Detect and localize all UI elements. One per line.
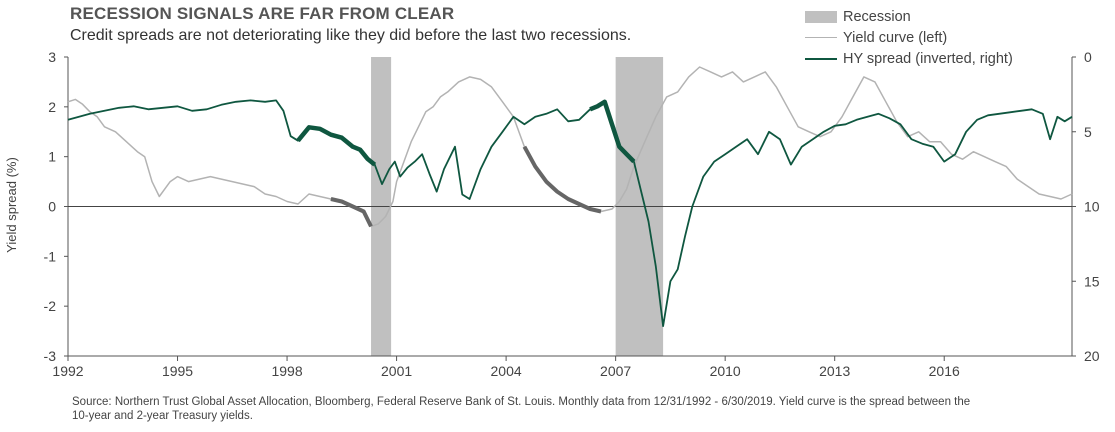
chart-title: RECESSION SIGNALS ARE FAR FROM CLEAR [70, 4, 455, 23]
y-left-tick-label: 0 [48, 199, 56, 215]
yield-curve-inversion-highlight [330, 197, 373, 228]
x-tick-label: 2013 [819, 363, 850, 379]
hy-spread-pre-recession-highlight [589, 99, 636, 164]
y-left-tick-label: -2 [44, 298, 57, 314]
y-left-tick-label: 2 [48, 99, 56, 115]
y-left-tick-label: 3 [48, 49, 56, 65]
y-left-tick-label: -3 [44, 348, 57, 364]
legend-label-yield-curve: Yield curve (left) [843, 29, 948, 46]
y-left-tick-label: 1 [48, 149, 56, 165]
yield-curve-inversion-highlight [522, 145, 602, 214]
legend-item-yield-curve: Yield curve (left) [805, 27, 1013, 48]
x-tick-label: 1998 [271, 363, 302, 379]
x-tick-label: 2010 [710, 363, 741, 379]
legend-label-hy-spread: HY spread (inverted, right) [843, 50, 1013, 67]
y-right-tick-label: 20 [1084, 348, 1100, 364]
y-axis-left-label: Yield spread (%) [4, 157, 19, 253]
legend-swatch-yield-curve [805, 37, 837, 38]
hy-spread-pre-recession-highlight [296, 125, 377, 167]
x-tick-label: 2016 [929, 363, 960, 379]
x-tick-label: 2007 [600, 363, 631, 379]
chart-subtitle: Credit spreads are not deteriorating lik… [70, 27, 632, 44]
legend: Recession Yield curve (left) HY spread (… [805, 6, 1013, 69]
x-tick-label: 1992 [52, 363, 83, 379]
y-right-tick-label: 0 [1084, 49, 1092, 65]
legend-swatch-recession [805, 10, 837, 23]
legend-item-recession: Recession [805, 6, 1013, 27]
x-tick-label: 2001 [381, 363, 412, 379]
yield-curve-line [67, 66, 1073, 228]
source-note: Source: Northern Trust Global Asset Allo… [72, 396, 971, 422]
y-right-tick-label: 5 [1084, 124, 1092, 140]
y-left-tick-label: -1 [44, 248, 57, 264]
y-right-tick-label: 10 [1084, 199, 1100, 215]
y-right-tick-label: 15 [1084, 273, 1100, 289]
legend-item-hy-spread: HY spread (inverted, right) [805, 48, 1013, 69]
series-lines [67, 66, 1073, 327]
legend-label-recession: Recession [843, 8, 911, 25]
legend-swatch-hy-spread [805, 57, 837, 60]
x-tick-label: 1995 [162, 363, 193, 379]
x-tick-label: 2004 [491, 363, 522, 379]
